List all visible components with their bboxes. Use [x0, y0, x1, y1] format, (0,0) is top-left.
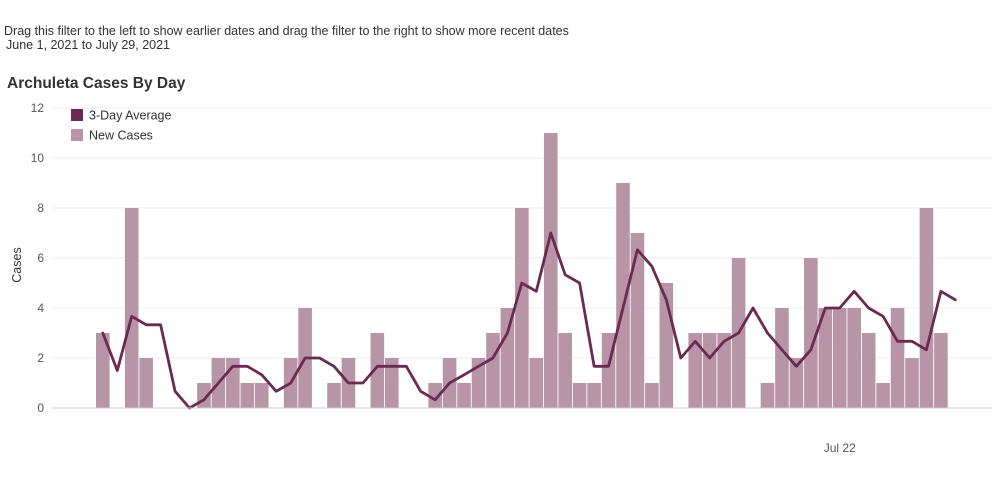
bar	[789, 358, 804, 408]
bar	[385, 358, 399, 408]
bar	[688, 333, 703, 408]
bar	[254, 383, 269, 408]
bar	[572, 383, 587, 408]
bar	[905, 358, 919, 408]
y-tick-label: 10	[31, 151, 45, 165]
date-range: June 1, 2021 to July 29, 2021	[6, 38, 171, 52]
legend-swatch-new-cases	[71, 129, 83, 141]
bar	[486, 333, 500, 408]
bar	[124, 208, 139, 408]
bar	[529, 358, 544, 408]
bar	[543, 133, 558, 408]
bar	[804, 258, 818, 408]
x-axis-ticks: Jul 22	[824, 441, 856, 455]
bar	[327, 383, 341, 408]
bar	[96, 333, 110, 408]
bar	[471, 358, 486, 408]
bar	[457, 383, 471, 408]
y-tick-label: 12	[31, 101, 45, 115]
y-tick-label: 4	[37, 301, 44, 315]
bar	[818, 308, 833, 408]
x-tick-label: Jul 22	[824, 441, 856, 455]
bar	[832, 308, 847, 408]
bar	[587, 383, 601, 408]
legend-swatch-average	[71, 109, 83, 121]
y-tick-label: 2	[37, 351, 44, 365]
legend: 3-Day Average New Cases	[71, 109, 172, 143]
bar	[775, 308, 789, 408]
y-axis-ticks: 0 2 4 6 8 10 12	[31, 101, 45, 415]
y-tick-label: 6	[37, 251, 44, 265]
bar	[876, 383, 890, 408]
y-tick-label: 8	[37, 201, 44, 215]
bar	[139, 358, 153, 408]
legend-label-new-cases: New Cases	[89, 129, 153, 143]
bar	[717, 333, 731, 408]
average-line	[101, 231, 957, 410]
bar	[645, 383, 659, 408]
bar	[558, 333, 572, 408]
bar	[428, 383, 442, 408]
legend-label-average: 3-Day Average	[89, 109, 172, 123]
bar	[919, 208, 934, 408]
bar	[630, 233, 645, 408]
bar	[370, 333, 385, 408]
bar	[500, 308, 515, 408]
bar	[934, 333, 948, 408]
bar	[515, 208, 529, 408]
filter-hint: Drag this filter to the left to show ear…	[4, 24, 569, 38]
bar-series	[96, 133, 948, 408]
bar	[890, 308, 905, 408]
chart-title: Archuleta Cases By Day	[7, 75, 186, 92]
bar	[616, 183, 630, 408]
y-tick-label: 0	[37, 401, 44, 415]
y-axis-label: Cases	[10, 247, 24, 282]
bar	[760, 383, 775, 408]
bar	[861, 333, 876, 408]
bar	[847, 308, 861, 408]
bar	[702, 333, 717, 408]
line-series	[101, 231, 957, 410]
bar	[240, 383, 255, 408]
